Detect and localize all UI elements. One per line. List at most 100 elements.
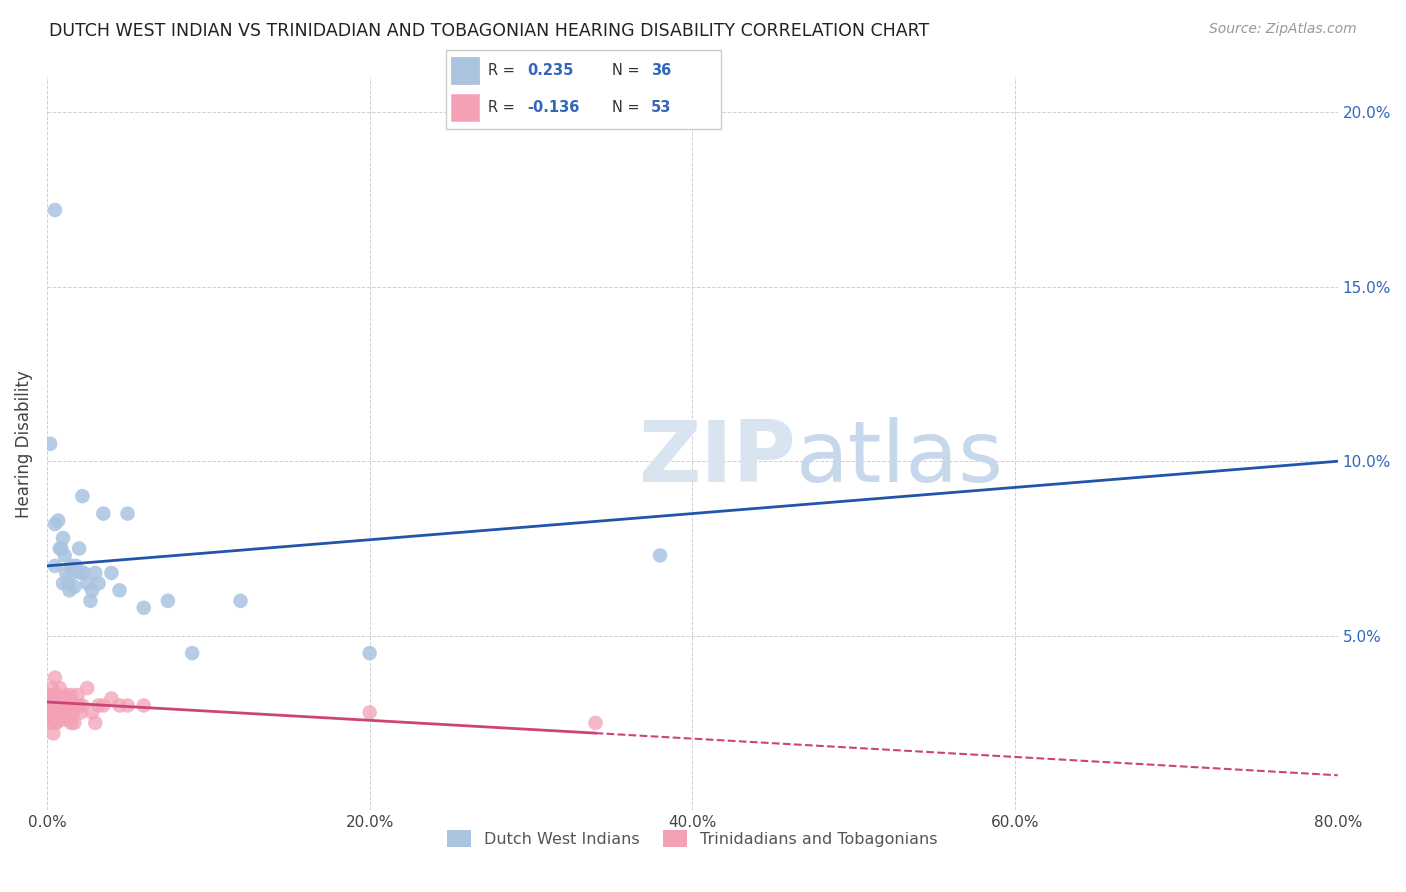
Text: atlas: atlas (796, 417, 1004, 500)
Point (51, 709, 73, 723)
FancyBboxPatch shape (451, 57, 479, 85)
Point (39, 437, 62, 451)
Point (52, 576, 75, 591)
Text: Source: ZipAtlas.com: Source: ZipAtlas.com (1209, 22, 1357, 37)
Point (56, 576, 79, 591)
Point (42, 691, 65, 706)
Point (132, 698, 155, 713)
Legend: Dutch West Indians, Trinidadians and Tobagonians: Dutch West Indians, Trinidadians and Tob… (440, 824, 943, 854)
FancyBboxPatch shape (446, 50, 721, 128)
Point (41, 681, 63, 695)
Text: 53: 53 (651, 100, 671, 115)
Point (52, 531, 75, 545)
Point (359, 706, 381, 720)
Text: DUTCH WEST INDIAN VS TRINIDADIAN AND TOBAGONIAN HEARING DISABILITY CORRELATION C: DUTCH WEST INDIAN VS TRINIDADIAN AND TOB… (49, 22, 929, 40)
Point (44, 706, 66, 720)
Point (58, 698, 80, 713)
Point (76, 681, 98, 695)
Point (93, 698, 115, 713)
FancyBboxPatch shape (451, 94, 479, 121)
Point (44, 671, 66, 685)
Point (52, 691, 75, 706)
Point (44, 516, 66, 531)
Point (80, 583, 103, 598)
Point (132, 600, 155, 615)
Point (45, 698, 67, 713)
Y-axis label: Hearing Disability: Hearing Disability (15, 370, 32, 517)
Point (44, 691, 66, 706)
Point (65, 698, 87, 713)
Point (72, 489, 94, 503)
Point (73, 566, 96, 580)
Point (72, 698, 94, 713)
Point (39, 688, 62, 702)
Point (41, 698, 63, 713)
Point (66, 688, 89, 702)
Point (117, 698, 139, 713)
Point (67, 541, 90, 556)
Point (49, 698, 72, 713)
Point (80, 706, 103, 720)
Text: R =: R = (488, 63, 519, 78)
Point (46, 691, 69, 706)
Point (45, 688, 67, 702)
Point (84, 566, 107, 580)
Point (79, 594, 101, 608)
Point (37, 706, 59, 720)
Point (53, 698, 76, 713)
Point (39, 698, 62, 713)
Point (63, 580, 86, 594)
Point (51, 698, 73, 713)
Point (42, 726, 65, 740)
Point (87, 576, 110, 591)
Point (37, 691, 59, 706)
Point (60, 715, 83, 730)
Point (45, 715, 67, 730)
Text: N =: N = (612, 63, 644, 78)
Point (46, 709, 69, 723)
Point (49, 541, 72, 556)
Point (51, 541, 73, 556)
Point (53, 549, 76, 563)
Point (100, 691, 122, 706)
Text: -0.136: -0.136 (527, 100, 579, 115)
Point (100, 566, 122, 580)
Point (39, 715, 62, 730)
Point (55, 688, 77, 702)
Point (44, 202, 66, 217)
Point (585, 715, 607, 730)
Point (108, 583, 131, 598)
Text: ZIP: ZIP (638, 417, 796, 500)
Point (58, 583, 80, 598)
Point (84, 715, 107, 730)
Point (93, 507, 115, 521)
Text: N =: N = (612, 100, 644, 115)
Text: 0.235: 0.235 (527, 63, 574, 78)
Point (117, 507, 139, 521)
Point (60, 558, 83, 573)
Point (229, 594, 252, 608)
Point (65, 558, 87, 573)
Point (42, 706, 65, 720)
Point (62, 566, 84, 580)
Point (49, 713, 72, 727)
Point (648, 549, 671, 563)
Point (60, 688, 83, 702)
Point (41, 713, 63, 727)
Point (156, 594, 179, 608)
Point (55, 566, 77, 580)
Point (108, 698, 131, 713)
Point (55, 698, 77, 713)
Point (87, 698, 110, 713)
Point (67, 698, 90, 713)
Point (76, 576, 98, 591)
Point (63, 715, 86, 730)
Point (69, 706, 91, 720)
Point (53, 713, 76, 727)
Point (52, 706, 75, 720)
Text: 36: 36 (651, 63, 671, 78)
Point (181, 646, 204, 660)
Point (49, 681, 72, 695)
Text: R =: R = (488, 100, 519, 115)
Point (44, 558, 66, 573)
